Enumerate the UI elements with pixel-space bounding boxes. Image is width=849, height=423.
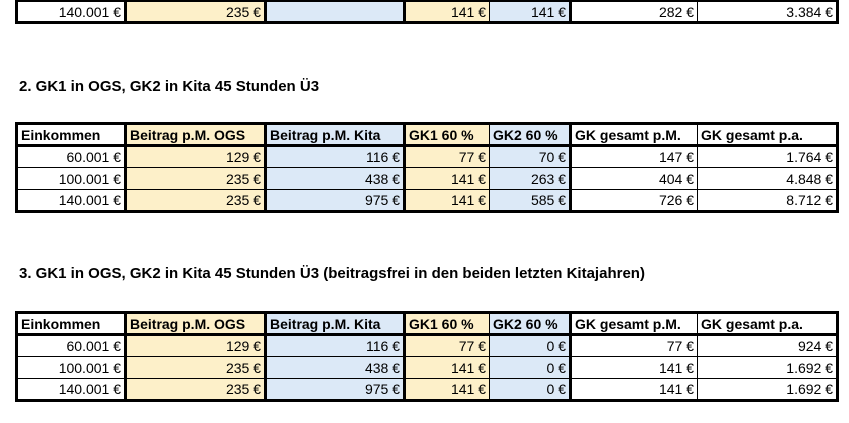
cell-kita: 975 € [265, 189, 406, 212]
cell-gk2: 70 € [489, 145, 572, 168]
cell-einkommen: 100.001 € [16, 167, 127, 190]
cell-gk2: 0 € [489, 378, 572, 401]
cell-gk1: 141 € [404, 167, 490, 190]
header-kita: Beitrag p.M. Kita [265, 312, 406, 336]
cell-gk-year: 3.384 € [697, 0, 838, 23]
section3-table: Einkommen Beitrag p.M. OGS Beitrag p.M. … [15, 311, 839, 402]
header-row: Einkommen Beitrag p.M. OGS Beitrag p.M. … [16, 123, 838, 147]
header-ogs: Beitrag p.M. OGS [125, 123, 267, 147]
cell-gk-month: 404 € [570, 167, 698, 190]
header-gk1: GK1 60 % [404, 123, 490, 147]
cell-ogs: 235 € [125, 167, 267, 190]
header-row: Einkommen Beitrag p.M. OGS Beitrag p.M. … [16, 312, 838, 336]
cell-einkommen: 140.001 € [16, 0, 127, 23]
cell-gk2: 585 € [489, 189, 572, 212]
cell-gk-month: 141 € [570, 378, 698, 401]
header-gk-year: GK gesamt p.a. [697, 312, 838, 336]
cell-gk-month: 282 € [570, 0, 698, 23]
header-einkommen: Einkommen [16, 312, 127, 336]
table-row: 100.001 € 235 € 438 € 141 € 263 € 404 € … [16, 167, 838, 190]
table-row: 60.001 € 129 € 116 € 77 € 0 € 77 € 924 € [16, 334, 838, 357]
cell-ogs: 235 € [125, 189, 267, 212]
cell-gk-year: 924 € [697, 334, 838, 357]
cell-gk2: 0 € [489, 334, 572, 357]
cell-gk1: 77 € [404, 334, 490, 357]
cell-einkommen: 60.001 € [16, 145, 127, 168]
section3-title: 3. GK1 in OGS, GK2 in Kita 45 Stunden Ü3… [19, 265, 645, 282]
partial-table: 140.001 € 235 € 141 € 141 € 282 € 3.384 … [15, 0, 839, 24]
cell-kita: 975 € [265, 378, 406, 401]
cell-gk-year: 8.712 € [697, 189, 838, 212]
cell-gk-month: 141 € [570, 356, 698, 379]
table-row: 140.001 € 235 € 141 € 141 € 282 € 3.384 … [16, 0, 838, 23]
header-einkommen: Einkommen [16, 123, 127, 147]
table-row: 140.001 € 235 € 975 € 141 € 0 € 141 € 1.… [16, 378, 838, 401]
header-kita: Beitrag p.M. Kita [265, 123, 406, 147]
cell-kita: 116 € [265, 334, 406, 357]
cell-ogs: 129 € [125, 334, 267, 357]
cell-gk1: 141 € [404, 356, 490, 379]
cell-ogs: 235 € [125, 378, 267, 401]
header-gk-month: GK gesamt p.M. [570, 123, 698, 147]
section2-table: Einkommen Beitrag p.M. OGS Beitrag p.M. … [15, 122, 839, 213]
cell-kita [265, 0, 406, 23]
header-gk2: GK2 60 % [489, 312, 572, 336]
cell-einkommen: 60.001 € [16, 334, 127, 357]
header-ogs: Beitrag p.M. OGS [125, 312, 267, 336]
table-row: 60.001 € 129 € 116 € 77 € 70 € 147 € 1.7… [16, 145, 838, 168]
cell-kita: 438 € [265, 167, 406, 190]
cell-gk1: 77 € [404, 145, 490, 168]
header-gk2: GK2 60 % [489, 123, 572, 147]
table-row: 100.001 € 235 € 438 € 141 € 0 € 141 € 1.… [16, 356, 838, 379]
cell-gk2: 141 € [489, 0, 572, 23]
cell-ogs: 129 € [125, 145, 267, 168]
cell-gk1: 141 € [404, 189, 490, 212]
cell-gk1: 141 € [404, 0, 490, 23]
cell-gk-month: 726 € [570, 189, 698, 212]
section2-title: 2. GK1 in OGS, GK2 in Kita 45 Stunden Ü3 [19, 78, 320, 95]
cell-einkommen: 100.001 € [16, 356, 127, 379]
header-gk1: GK1 60 % [404, 312, 490, 336]
cell-kita: 116 € [265, 145, 406, 168]
header-gk-month: GK gesamt p.M. [570, 312, 698, 336]
cell-gk-year: 1.692 € [697, 378, 838, 401]
cell-gk2: 263 € [489, 167, 572, 190]
header-gk-year: GK gesamt p.a. [697, 123, 838, 147]
cell-kita: 438 € [265, 356, 406, 379]
cell-einkommen: 140.001 € [16, 378, 127, 401]
cell-ogs: 235 € [125, 356, 267, 379]
cell-gk2: 0 € [489, 356, 572, 379]
cell-gk-year: 1.692 € [697, 356, 838, 379]
cell-gk1: 141 € [404, 378, 490, 401]
table-row: 140.001 € 235 € 975 € 141 € 585 € 726 € … [16, 189, 838, 212]
cell-gk-month: 147 € [570, 145, 698, 168]
cell-einkommen: 140.001 € [16, 189, 127, 212]
cell-gk-year: 1.764 € [697, 145, 838, 168]
cell-gk-year: 4.848 € [697, 167, 838, 190]
cell-ogs: 235 € [125, 0, 267, 23]
cell-gk-month: 77 € [570, 334, 698, 357]
